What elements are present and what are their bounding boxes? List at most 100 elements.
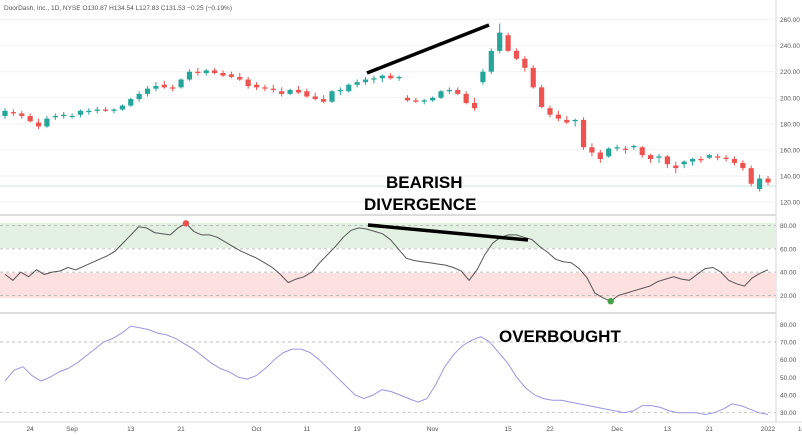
price-tick-label: 260.00 [780, 17, 800, 24]
candle-body [388, 75, 394, 79]
candle [2, 108, 8, 119]
candle [547, 105, 553, 118]
candle-body [471, 102, 478, 109]
candle-body [648, 155, 654, 160]
candle [497, 23, 503, 54]
time-tick-label: 13 [127, 426, 135, 433]
rsi-tick-label: 60.00 [780, 246, 797, 253]
candle [698, 156, 704, 163]
candle [371, 75, 377, 84]
time-tick-label: Nov [427, 426, 439, 433]
candle [606, 147, 612, 158]
candle-body [253, 84, 260, 88]
rsi-peak-dot [182, 220, 190, 227]
price-tick-label: 200.00 [780, 95, 800, 102]
candle-body [10, 112, 16, 114]
candle-body [673, 165, 679, 169]
candle-body [723, 157, 729, 160]
candle [337, 87, 343, 96]
candle-body [245, 79, 251, 87]
time-tick-label: Dec [611, 426, 623, 433]
candle-body [228, 74, 234, 77]
candle [681, 160, 687, 169]
candle [178, 78, 184, 89]
candle [304, 88, 310, 98]
candle-body [706, 155, 712, 158]
rsi-trendline [367, 223, 529, 242]
candle [748, 165, 754, 187]
candle-body [639, 147, 645, 156]
candle [731, 156, 738, 166]
candle [438, 89, 444, 100]
candle [656, 153, 662, 163]
candle [446, 87, 452, 94]
candle-body [77, 110, 84, 115]
grid-layer [0, 19, 776, 414]
candle-body [731, 159, 738, 163]
candle [35, 118, 42, 130]
candle [589, 143, 595, 157]
candle-body [614, 147, 620, 149]
candle [505, 32, 511, 53]
time-tick-label: 21 [177, 426, 185, 433]
candle [119, 104, 125, 111]
candle-body [186, 71, 193, 80]
candle-body [606, 148, 612, 157]
candle-body [631, 145, 637, 148]
candle-body [312, 96, 318, 100]
candle [715, 153, 721, 161]
candle-body [136, 93, 142, 100]
candle-body [589, 147, 595, 153]
candle-body [413, 100, 419, 102]
candle [295, 86, 302, 94]
candle [471, 97, 478, 111]
candle-body [346, 84, 352, 92]
candle-body [220, 73, 226, 76]
price-tick-label: 240.00 [780, 43, 800, 50]
candle-body [119, 105, 125, 110]
candle-body [354, 82, 360, 85]
candle [136, 91, 142, 102]
candle-body [547, 108, 553, 115]
candle [580, 117, 587, 150]
candle [77, 109, 84, 118]
candle-body [237, 76, 243, 80]
chart-header: DoorDash, Inc., 1D, NYSE O130.87 H134.54… [4, 5, 232, 12]
candle [480, 69, 486, 85]
candle [321, 95, 327, 103]
candle-body [295, 89, 302, 93]
candle-body [497, 32, 503, 51]
candle [69, 113, 75, 119]
candle-body [212, 70, 218, 74]
candle [128, 97, 134, 107]
stoch-tick-label: 80.00 [780, 322, 797, 329]
candle-body [580, 119, 587, 148]
candle-body [698, 159, 704, 161]
price-tick-label: 220.00 [780, 69, 800, 76]
candle-body [664, 156, 670, 165]
candle-body [446, 89, 452, 92]
candle-body [304, 91, 310, 97]
candle-body [572, 119, 578, 122]
candle [740, 160, 746, 171]
price-tick-label: 180.00 [780, 121, 800, 128]
candle [664, 155, 670, 169]
time-tick-label: 15 [504, 426, 512, 433]
candle [597, 149, 603, 163]
candle [103, 106, 109, 113]
candle-body [195, 71, 201, 74]
rsi-line [4, 222, 769, 302]
candle-body [69, 116, 75, 118]
stoch-layer [4, 325, 769, 416]
candle-body [337, 89, 343, 92]
candle-body [404, 97, 411, 101]
candle [430, 96, 436, 102]
candle [522, 56, 528, 72]
candle-body [396, 76, 402, 79]
candle [228, 71, 234, 79]
price-tick-label: 120.00 [780, 200, 800, 207]
candle [396, 75, 402, 81]
candle-body [19, 113, 25, 117]
candle-body [748, 168, 754, 184]
